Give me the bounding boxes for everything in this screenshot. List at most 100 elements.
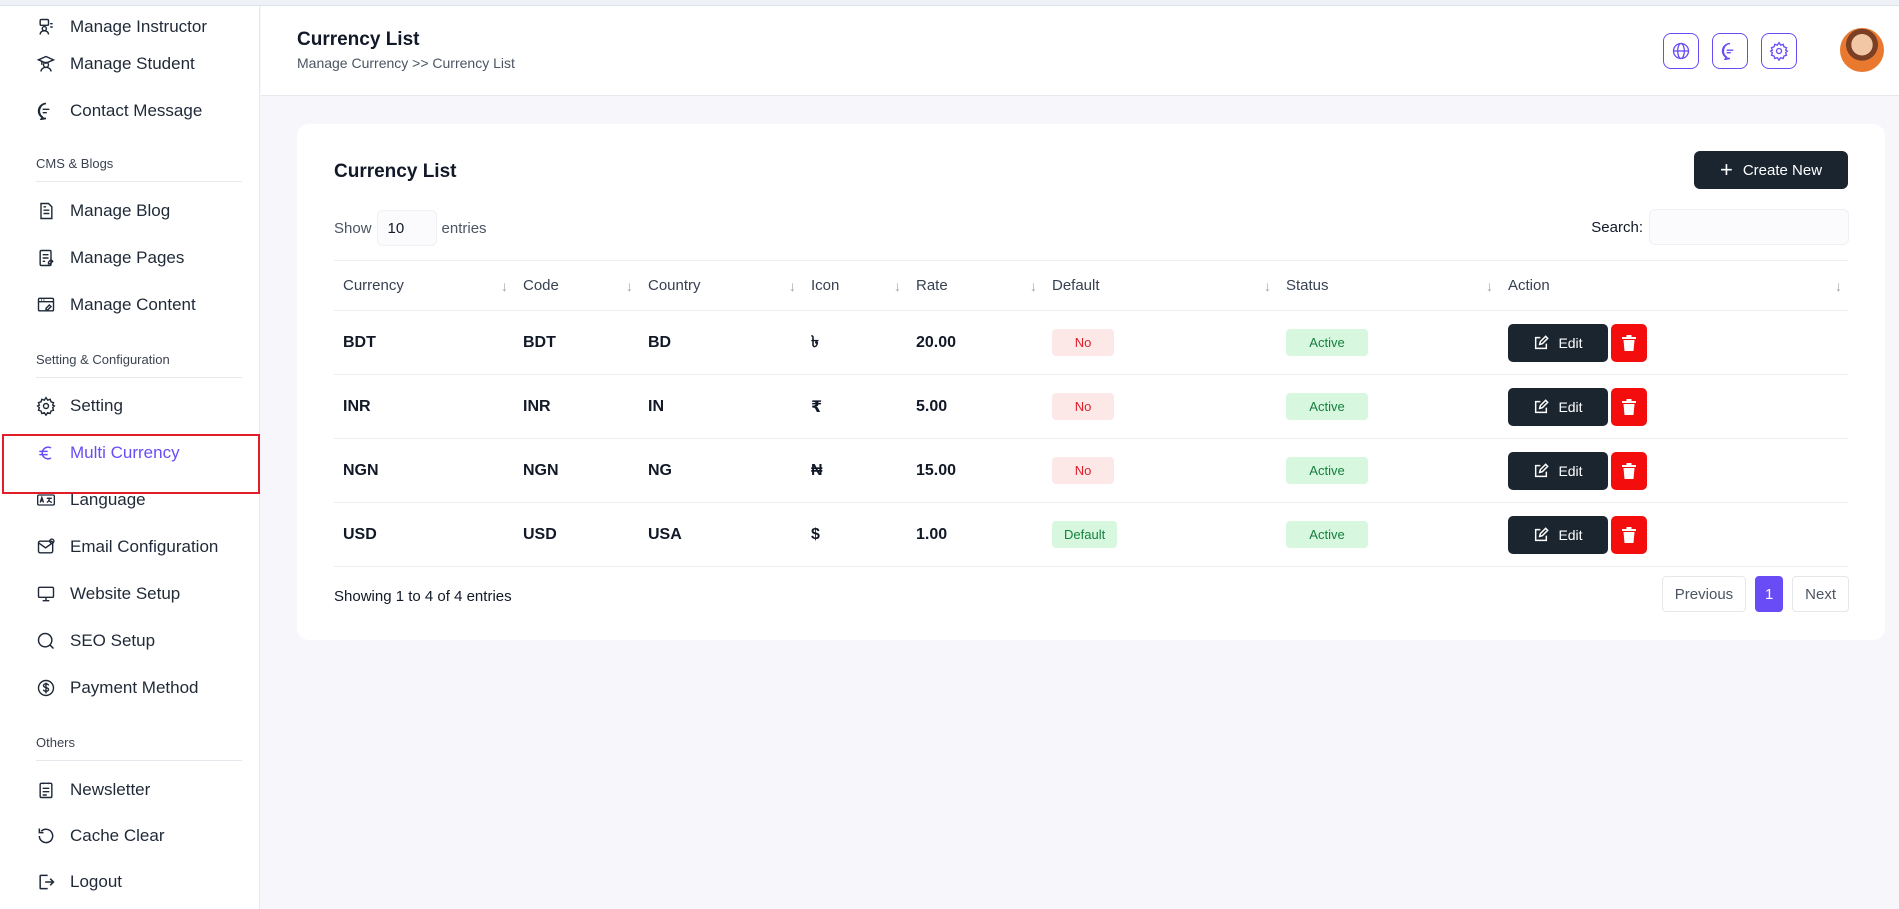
- show-label: Show: [334, 219, 372, 237]
- sidebar-item-contact-message[interactable]: Contact Message: [36, 96, 246, 126]
- status-badge: Active: [1286, 393, 1368, 420]
- sidebar-item-payment-method[interactable]: Payment Method: [36, 673, 246, 703]
- sidebar-item-manage-pages[interactable]: Manage Pages: [36, 243, 246, 273]
- sidebar-item-email-configuration[interactable]: Email Configuration: [36, 532, 246, 562]
- euro-icon: [36, 443, 56, 463]
- settings-button[interactable]: [1761, 33, 1797, 69]
- sidebar-item-manage-student[interactable]: Manage Student: [36, 49, 246, 79]
- column-header-country[interactable]: Country ↓: [648, 277, 796, 294]
- column-header-icon[interactable]: Icon ↓: [811, 277, 901, 294]
- entries-length-control: Show entries: [334, 210, 487, 246]
- gear-icon: [1769, 41, 1789, 61]
- plus-icon: +: [1719, 157, 1733, 182]
- status-badge: Active: [1286, 521, 1368, 548]
- sidebar-item-label: Contact Message: [70, 101, 203, 120]
- previous-page-button[interactable]: Previous: [1661, 576, 1747, 612]
- column-header-status[interactable]: Status ↓: [1286, 277, 1493, 294]
- search-input[interactable]: [1649, 209, 1849, 245]
- sidebar-item-language[interactable]: Language: [36, 485, 246, 515]
- edit-button[interactable]: Edit: [1508, 387, 1608, 426]
- table-row: NGN NGN NG ₦ 15.00 No Active Edit: [334, 439, 1848, 503]
- cell-icon: $: [811, 525, 820, 543]
- default-badge: No: [1052, 457, 1114, 484]
- column-header-action[interactable]: Action ↓: [1508, 277, 1842, 294]
- sidebar-item-label: Email Configuration: [70, 537, 219, 556]
- cell-rate: 1.00: [916, 525, 948, 543]
- entries-select[interactable]: [376, 210, 437, 246]
- sidebar-item-seo-setup[interactable]: SEO Setup: [36, 626, 246, 656]
- gear-icon: [36, 396, 56, 416]
- page-header: Currency List Manage Currency >> Currenc…: [261, 6, 1899, 96]
- delete-button[interactable]: [1611, 323, 1647, 362]
- sidebar-item-cache-clear[interactable]: Cache Clear: [36, 821, 246, 851]
- sidebar-item-label: SEO Setup: [70, 631, 156, 650]
- sidebar-item-logout[interactable]: Logout: [36, 867, 246, 897]
- email-icon: [36, 537, 56, 557]
- sidebar: Manage Instructor Manage Student Contact…: [0, 6, 260, 909]
- trash-icon: [1622, 462, 1636, 479]
- edit-icon: [1535, 462, 1550, 477]
- cell-country: BD: [648, 333, 672, 351]
- sidebar-item-manage-content[interactable]: Manage Content: [36, 290, 246, 320]
- showing-info: Showing 1 to 4 of 4 entries: [334, 588, 512, 605]
- cell-country: USA: [648, 525, 682, 543]
- default-badge: No: [1052, 393, 1114, 420]
- edit-icon: [1535, 526, 1550, 541]
- edit-button[interactable]: Edit: [1508, 515, 1608, 554]
- sidebar-item-label: Manage Pages: [70, 248, 185, 267]
- cell-code: BDT: [523, 333, 556, 351]
- sidebar-item-label: Payment Method: [70, 678, 199, 697]
- cell-currency: USD: [343, 525, 377, 543]
- cell-currency: NGN: [343, 461, 379, 479]
- sort-icon: ↓: [894, 277, 901, 294]
- instructor-icon: [36, 17, 56, 37]
- language-button[interactable]: [1663, 33, 1699, 69]
- next-page-button[interactable]: Next: [1792, 576, 1849, 612]
- sidebar-item-label: Manage Blog: [70, 201, 171, 220]
- table-header-row: Currency ↓ Code ↓ Country ↓ Icon ↓ Rate ↓ Def…: [334, 260, 1848, 311]
- delete-button[interactable]: [1611, 451, 1647, 490]
- sidebar-item-label: Multi Currency: [70, 443, 180, 462]
- cell-code: USD: [523, 525, 557, 543]
- messages-button[interactable]: [1712, 33, 1748, 69]
- edit-button[interactable]: Edit: [1508, 323, 1608, 362]
- sidebar-item-setting[interactable]: Setting: [36, 391, 246, 421]
- avatar[interactable]: [1840, 28, 1884, 72]
- delete-button[interactable]: [1611, 387, 1647, 426]
- table-row: USD USD USA $ 1.00 Default Active Edit: [334, 503, 1848, 567]
- monitor-icon: [36, 584, 56, 604]
- cell-icon: ₦: [811, 461, 823, 479]
- column-header-code[interactable]: Code ↓: [523, 277, 633, 294]
- column-header-default[interactable]: Default ↓: [1052, 277, 1271, 294]
- cell-rate: 20.00: [916, 333, 957, 351]
- sort-icon: ↓: [1264, 277, 1271, 294]
- cell-country: IN: [648, 397, 664, 415]
- content-icon: [36, 295, 56, 315]
- sidebar-item-website-setup[interactable]: Website Setup: [36, 579, 246, 609]
- sidebar-item-manage-instructor[interactable]: Manage Instructor: [36, 12, 246, 42]
- sidebar-item-multi-currency[interactable]: Multi Currency: [36, 438, 246, 468]
- sidebar-item-newsletter[interactable]: Newsletter: [36, 775, 246, 805]
- column-header-currency[interactable]: Currency ↓: [343, 277, 508, 294]
- cell-icon: ₹: [811, 398, 823, 416]
- breadcrumb: Manage Currency >> Currency List: [297, 55, 515, 71]
- create-new-button[interactable]: + Create New: [1694, 151, 1848, 189]
- sidebar-item-label: Manage Instructor: [70, 17, 208, 36]
- sidebar-item-label: Manage Student: [70, 54, 195, 73]
- column-header-rate[interactable]: Rate ↓: [916, 277, 1037, 294]
- page-1-button[interactable]: 1: [1755, 576, 1784, 612]
- blog-icon: [36, 201, 56, 221]
- edit-button[interactable]: Edit: [1508, 451, 1608, 490]
- table-row: INR INR IN ₹ 5.00 No Active Edit: [334, 375, 1848, 439]
- status-badge: Active: [1286, 329, 1368, 356]
- card-title: Currency List: [334, 161, 457, 182]
- dollar-icon: [36, 678, 56, 698]
- delete-button[interactable]: [1611, 515, 1647, 554]
- sidebar-item-label: Website Setup: [70, 584, 181, 603]
- sidebar-item-manage-blog[interactable]: Manage Blog: [36, 196, 246, 226]
- sort-icon: ↓: [1486, 277, 1493, 294]
- cell-rate: 15.00: [916, 461, 957, 479]
- logout-icon: [36, 872, 56, 892]
- search-label: Search:: [1591, 218, 1643, 236]
- refresh-icon: [36, 826, 56, 846]
